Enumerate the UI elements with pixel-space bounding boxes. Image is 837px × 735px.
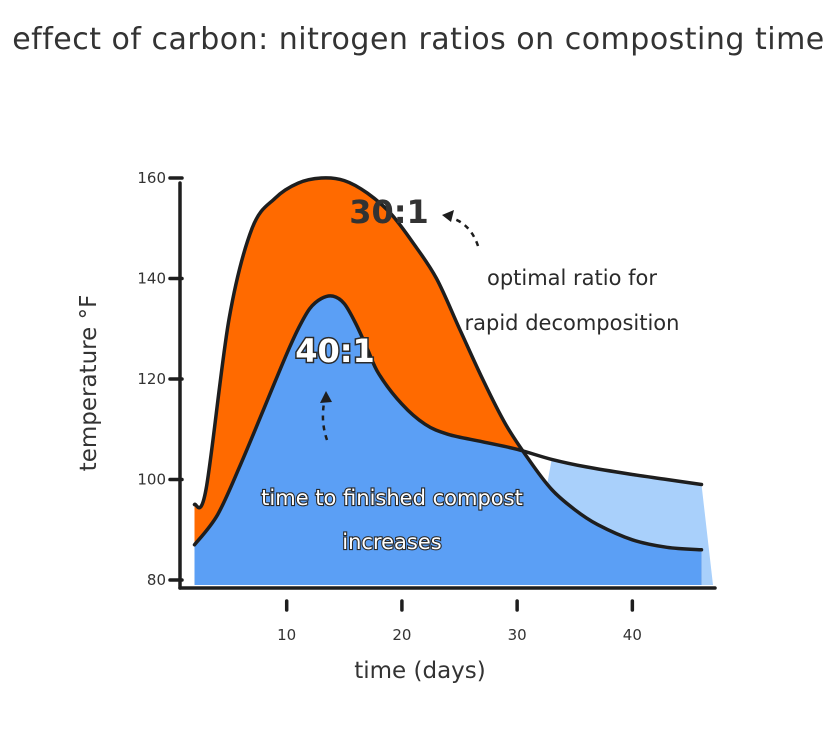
optimal-arrow-line <box>447 215 480 247</box>
annotation-time-line-1: time to finished compost <box>261 486 523 510</box>
optimal-arrow-head <box>442 210 454 222</box>
series-40-area <box>194 295 702 585</box>
time-arrow-line <box>321 397 329 441</box>
series-40-line <box>192 294 704 547</box>
y-tick-label-140: 140 <box>137 270 166 288</box>
x-tick-label-30: 30 <box>508 626 527 644</box>
chart-title: effect of carbon: nitrogen ratios on com… <box>12 22 825 57</box>
annotation-optimal-line-1: optimal ratio for <box>487 266 657 290</box>
x-tick-label-10: 10 <box>277 626 296 644</box>
annotation-optimal-line-2: rapid decomposition <box>465 311 680 335</box>
time-arrow-head <box>320 391 332 403</box>
x-tick-label-20: 20 <box>392 626 411 644</box>
series-label-40-1: 40:1 <box>295 332 375 370</box>
y-tick-label-100: 100 <box>137 470 166 488</box>
annotation-time-line-2: increases <box>342 530 441 554</box>
x-tick-label-40: 40 <box>623 626 642 644</box>
x-axis-label: time (days) <box>354 658 486 684</box>
y-tick-label-160: 160 <box>137 169 166 187</box>
series-30-line <box>192 176 704 552</box>
y-tick-label-80: 80 <box>147 571 166 589</box>
y-axis-label: temperature °F <box>76 295 102 472</box>
y-tick-label-120: 120 <box>137 370 166 388</box>
series-label-30-1: 30:1 <box>349 193 429 231</box>
